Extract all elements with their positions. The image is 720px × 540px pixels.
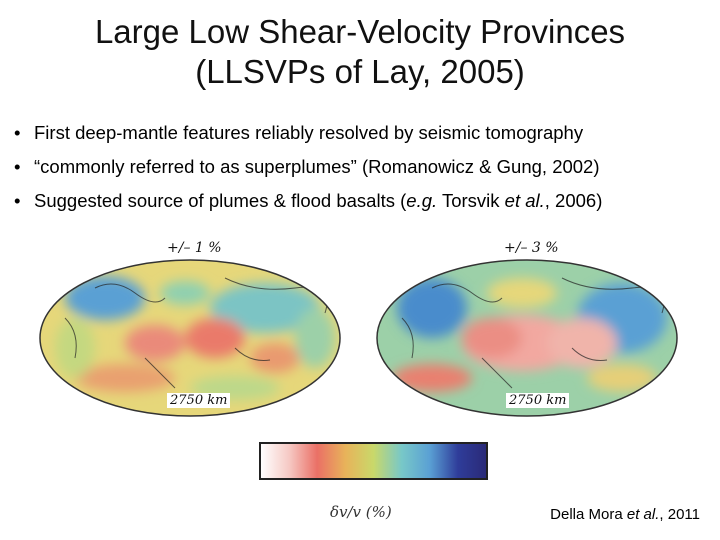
mollweide-map-right [376, 259, 678, 417]
map-right-scale-label: +/– 3 % [504, 240, 559, 256]
bullet-marker: • [14, 156, 21, 177]
bullet-item: • “commonly referred to as superplumes” … [14, 154, 714, 188]
tomography-map-right: +/– 3 % 2750 km [372, 238, 682, 418]
mollweide-map-left [39, 259, 341, 417]
bullet-marker: • [14, 190, 21, 211]
bullet-text-mid: Torsvik [437, 190, 505, 211]
citation-year: , 2011 [659, 506, 700, 523]
citation-etal: et al. [626, 506, 660, 523]
bullet-item: • Suggested source of plumes & flood bas… [14, 188, 714, 222]
citation-author: Della Mora [550, 506, 627, 523]
citation: Della Mora et al., 2011 [550, 506, 700, 523]
bullet-list: • First deep-mantle features reliably re… [14, 120, 714, 222]
bullet-marker: • [14, 122, 21, 143]
bullet-item: • First deep-mantle features reliably re… [14, 120, 714, 154]
slide-title: Large Low Shear-Velocity Provinces (LLSV… [0, 12, 720, 92]
slide-title-line-1: Large Low Shear-Velocity Provinces [94, 13, 626, 50]
velocity-colorbar [259, 442, 488, 480]
bullet-text: “commonly referred to as superplumes” (R… [34, 156, 600, 177]
slide-title-line-2: (LLSVPs of Lay, 2005) [195, 53, 525, 90]
bullet-text: First deep-mantle features reliably reso… [34, 122, 584, 143]
tomography-map-left: +/– 1 % 2750 km [35, 238, 345, 418]
bullet-text-eg: e.g. [406, 190, 438, 211]
colorbar-label: δv/v (%) [330, 503, 392, 521]
bullet-text-etal: et al. [504, 190, 545, 211]
bullet-text-pre: Suggested source of plumes & flood basal… [34, 190, 407, 211]
map-right-depth-label: 2750 km [506, 393, 570, 408]
bullet-text-post: , 2006) [544, 190, 603, 211]
map-left-scale-label: +/– 1 % [167, 240, 222, 256]
map-left-depth-label: 2750 km [167, 393, 231, 408]
